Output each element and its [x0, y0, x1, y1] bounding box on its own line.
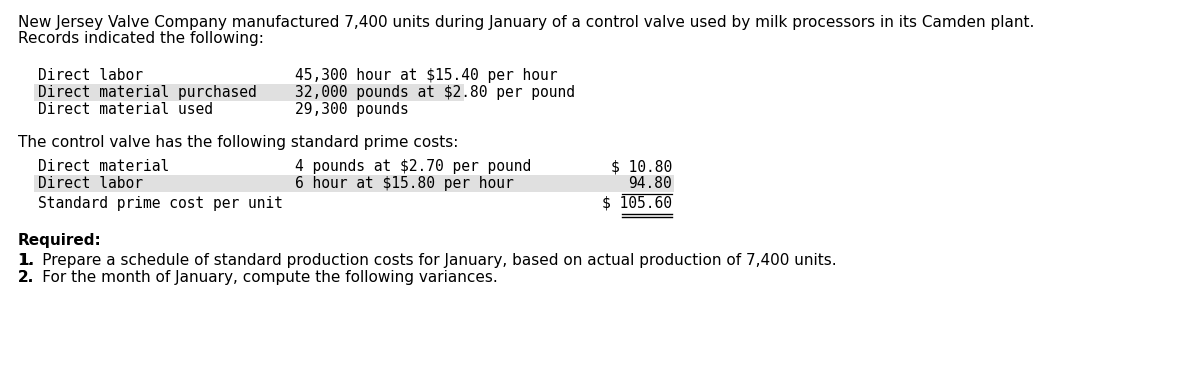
- Bar: [34, 175, 674, 192]
- Text: Direct labor: Direct labor: [38, 176, 143, 191]
- Text: Records indicated the following:: Records indicated the following:: [18, 31, 264, 46]
- Text: The control valve has the following standard prime costs:: The control valve has the following stan…: [18, 135, 458, 150]
- Text: 45,300 hour at $15.40 per hour: 45,300 hour at $15.40 per hour: [295, 68, 558, 83]
- Text: 4 pounds at $2.70 per pound: 4 pounds at $2.70 per pound: [295, 159, 532, 174]
- Bar: [34, 84, 464, 101]
- Text: 1.: 1.: [18, 253, 34, 268]
- Text: Direct material: Direct material: [38, 159, 169, 174]
- Text: 94.80: 94.80: [629, 176, 672, 191]
- Text: Standard prime cost per unit: Standard prime cost per unit: [38, 196, 283, 211]
- Text: $ 105.60: $ 105.60: [602, 196, 672, 211]
- Text: Direct material used: Direct material used: [38, 102, 214, 117]
- Text: Direct labor: Direct labor: [38, 68, 143, 83]
- Text: 6 hour at $15.80 per hour: 6 hour at $15.80 per hour: [295, 176, 514, 191]
- Text: 1.  Prepare a schedule of standard production costs for January, based on actual: 1. Prepare a schedule of standard produc…: [18, 253, 836, 268]
- Text: 29,300 pounds: 29,300 pounds: [295, 102, 409, 117]
- Text: 32,000 pounds at $2.80 per pound: 32,000 pounds at $2.80 per pound: [295, 85, 575, 100]
- Text: Required:: Required:: [18, 233, 102, 248]
- Text: Direct material purchased: Direct material purchased: [38, 85, 257, 100]
- Text: 2.  For the month of January, compute the following variances.: 2. For the month of January, compute the…: [18, 270, 498, 285]
- Text: New Jersey Valve Company manufactured 7,400 units during January of a control va: New Jersey Valve Company manufactured 7,…: [18, 15, 1034, 30]
- Text: $ 10.80: $ 10.80: [611, 159, 672, 174]
- Text: 2.: 2.: [18, 270, 35, 285]
